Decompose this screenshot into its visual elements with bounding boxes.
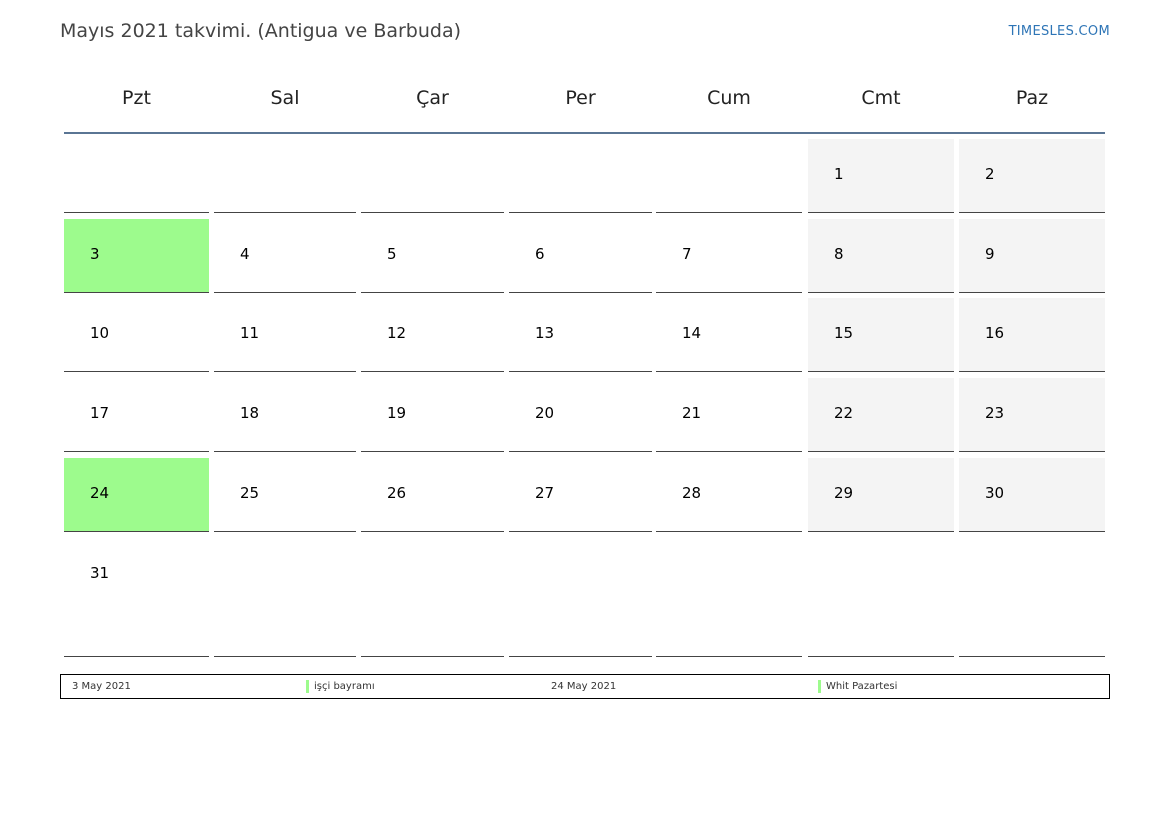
day-number: 21	[682, 404, 702, 422]
day-cell-3[interactable]: 3	[64, 219, 209, 293]
day-cell-25[interactable]: 25	[214, 458, 356, 532]
day-cell-29[interactable]: 29	[808, 458, 954, 532]
legend-color-marker	[818, 680, 821, 693]
day-number: 26	[387, 484, 407, 502]
day-cell-22[interactable]: 22	[808, 378, 954, 452]
site-brand-link[interactable]: TIMESLES.COM	[1008, 24, 1110, 39]
legend-name-1: işçi bayramı	[314, 681, 375, 692]
empty-day-cell	[509, 139, 652, 213]
day-number: 14	[682, 324, 702, 342]
day-number: 4	[240, 245, 250, 263]
day-cell-7[interactable]: 7	[656, 219, 802, 293]
day-number: 23	[985, 404, 1005, 422]
day-number: 22	[834, 404, 854, 422]
day-cell-17[interactable]: 17	[64, 378, 209, 452]
day-cell-19[interactable]: 19	[361, 378, 504, 452]
empty-day-cell	[656, 538, 802, 657]
day-number: 12	[387, 324, 407, 342]
day-cell-14[interactable]: 14	[656, 298, 802, 372]
empty-day-cell	[214, 538, 356, 657]
empty-day-cell	[509, 538, 652, 657]
day-cell-20[interactable]: 20	[509, 378, 652, 452]
weekday-fri: Cum	[707, 87, 751, 109]
day-number: 8	[834, 245, 844, 263]
empty-day-cell	[214, 139, 356, 213]
day-cell-24[interactable]: 24	[64, 458, 209, 532]
day-number: 11	[240, 324, 260, 342]
empty-day-cell	[64, 139, 209, 213]
day-number: 10	[90, 324, 110, 342]
day-number: 18	[240, 404, 260, 422]
day-number: 13	[535, 324, 555, 342]
empty-day-cell	[361, 538, 504, 657]
weekday-header-row: Pzt Sal Çar Per Cum Cmt Paz	[64, 78, 1105, 134]
day-number: 6	[535, 245, 545, 263]
day-cell-30[interactable]: 30	[959, 458, 1105, 532]
day-number: 7	[682, 245, 692, 263]
day-cell-10[interactable]: 10	[64, 298, 209, 372]
day-cell-28[interactable]: 28	[656, 458, 802, 532]
day-number: 31	[90, 564, 110, 582]
day-cell-31[interactable]: 31	[64, 538, 209, 657]
day-cell-18[interactable]: 18	[214, 378, 356, 452]
empty-day-cell	[656, 139, 802, 213]
day-cell-12[interactable]: 12	[361, 298, 504, 372]
day-number: 20	[535, 404, 555, 422]
empty-day-cell	[808, 538, 954, 657]
day-number: 15	[834, 324, 854, 342]
day-number: 19	[387, 404, 407, 422]
weekday-mon: Pzt	[122, 87, 151, 109]
day-number: 24	[90, 484, 110, 502]
day-number: 2	[985, 165, 995, 183]
legend-date-2: 24 May 2021	[551, 681, 617, 692]
weekday-thu: Per	[565, 87, 596, 109]
legend-color-marker	[306, 680, 309, 693]
weekday-wed: Çar	[416, 87, 449, 109]
day-number: 27	[535, 484, 555, 502]
day-cell-2[interactable]: 2	[959, 139, 1105, 213]
day-cell-6[interactable]: 6	[509, 219, 652, 293]
day-number: 5	[387, 245, 397, 263]
day-number: 3	[90, 245, 100, 263]
empty-day-cell	[361, 139, 504, 213]
legend-date-1: 3 May 2021	[72, 681, 131, 692]
day-cell-5[interactable]: 5	[361, 219, 504, 293]
day-number: 29	[834, 484, 854, 502]
day-cell-13[interactable]: 13	[509, 298, 652, 372]
day-cell-23[interactable]: 23	[959, 378, 1105, 452]
day-cell-15[interactable]: 15	[808, 298, 954, 372]
day-cell-27[interactable]: 27	[509, 458, 652, 532]
day-cell-16[interactable]: 16	[959, 298, 1105, 372]
weekday-tue: Sal	[270, 87, 300, 109]
empty-day-cell	[959, 538, 1105, 657]
day-cell-4[interactable]: 4	[214, 219, 356, 293]
day-cell-26[interactable]: 26	[361, 458, 504, 532]
day-number: 9	[985, 245, 995, 263]
page-title: Mayıs 2021 takvimi. (Antigua ve Barbuda)	[60, 20, 462, 42]
day-number: 28	[682, 484, 702, 502]
legend-name-2: Whit Pazartesi	[826, 681, 898, 692]
day-number: 30	[985, 484, 1005, 502]
day-cell-1[interactable]: 1	[808, 139, 954, 213]
day-cell-21[interactable]: 21	[656, 378, 802, 452]
day-number: 25	[240, 484, 260, 502]
day-cell-9[interactable]: 9	[959, 219, 1105, 293]
holiday-legend: 3 May 2021 işçi bayramı 24 May 2021 Whit…	[60, 674, 1110, 699]
day-number: 17	[90, 404, 110, 422]
weekday-sat: Cmt	[861, 87, 901, 109]
day-number: 16	[985, 324, 1005, 342]
day-cell-11[interactable]: 11	[214, 298, 356, 372]
day-number: 1	[834, 165, 844, 183]
day-cell-8[interactable]: 8	[808, 219, 954, 293]
weekday-sun: Paz	[1015, 87, 1049, 109]
